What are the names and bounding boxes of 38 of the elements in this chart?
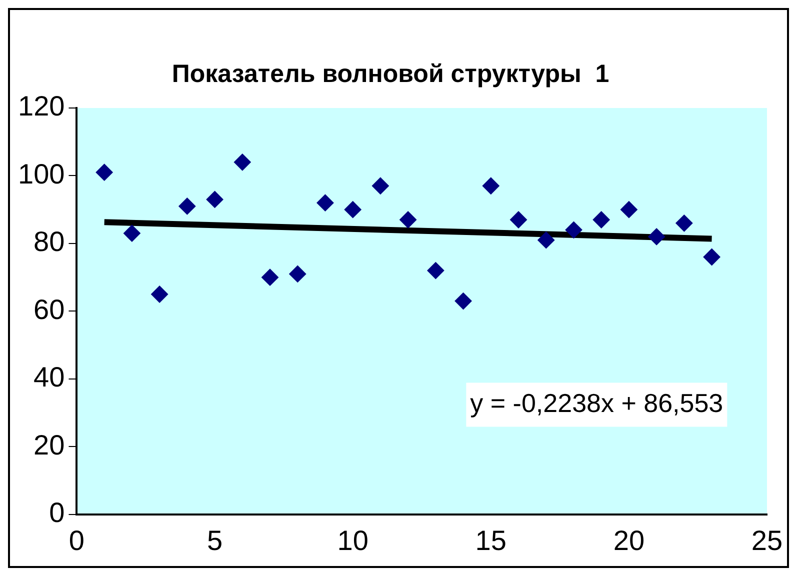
point <box>676 214 693 232</box>
point <box>206 190 224 208</box>
y-tick-label: 40 <box>34 362 65 393</box>
x-tick-label: 0 <box>68 524 85 556</box>
y-tick-label: 60 <box>34 294 65 325</box>
point <box>234 154 251 171</box>
point <box>538 232 555 249</box>
point <box>482 177 500 194</box>
point <box>123 224 140 242</box>
x-tick-label: 10 <box>337 524 368 556</box>
y-tick-label: 120 <box>18 90 65 122</box>
point <box>648 228 666 246</box>
point <box>261 268 278 286</box>
y-tick-label: 20 <box>34 429 65 460</box>
point <box>427 262 444 280</box>
point <box>454 292 472 310</box>
y-tick-label: 100 <box>18 158 65 190</box>
x-tick-label: 25 <box>751 524 783 556</box>
point <box>151 286 168 303</box>
point <box>510 211 527 228</box>
point <box>344 201 362 218</box>
point <box>316 194 334 212</box>
point <box>703 248 720 266</box>
point <box>400 211 417 228</box>
y-tick-label: 80 <box>34 226 65 258</box>
x-tick-label: 15 <box>475 524 506 556</box>
point <box>289 265 306 282</box>
point <box>372 177 389 194</box>
point <box>592 211 610 228</box>
point <box>178 198 196 215</box>
x-tick-label: 20 <box>613 524 645 556</box>
x-tick-label: 5 <box>206 524 223 556</box>
y-tick-label: 0 <box>49 497 65 528</box>
point <box>96 164 113 181</box>
annotation: y = -0,2238x + 86,553 <box>470 388 724 418</box>
chart-title: Показатель волновой структуры 1 <box>172 60 610 88</box>
point <box>620 201 638 218</box>
point <box>565 221 582 238</box>
